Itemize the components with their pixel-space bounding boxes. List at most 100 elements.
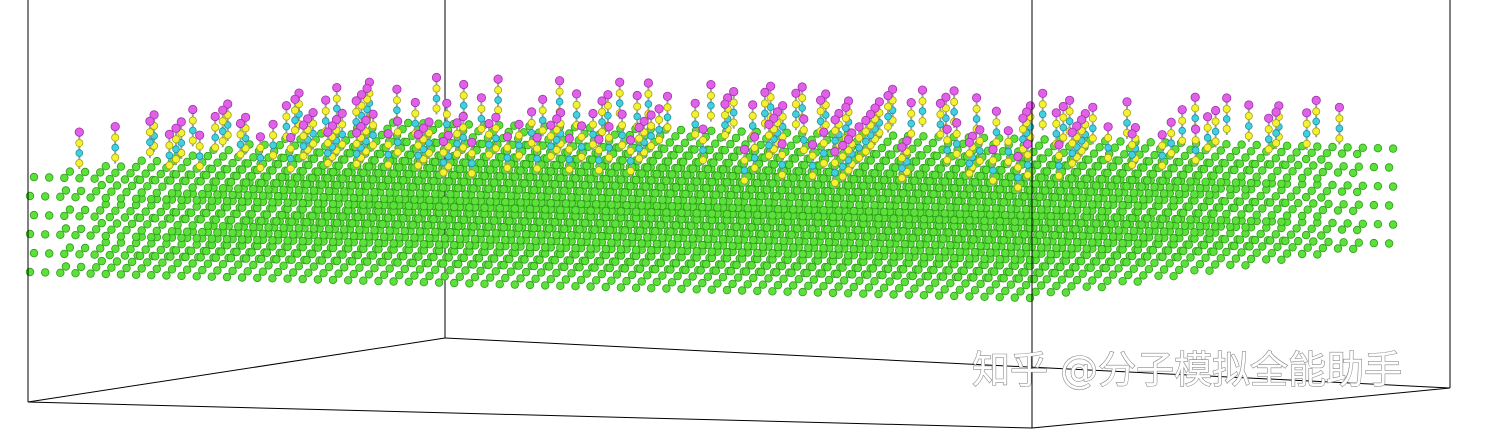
atom [213,190,222,199]
atom [711,266,720,275]
atom [1046,249,1055,259]
atom [323,250,332,259]
atom [952,149,961,158]
atom [841,102,851,112]
atom [279,223,288,232]
atom [612,270,622,279]
atom [758,242,768,251]
atom [677,284,686,294]
atom [369,121,378,130]
atom [308,173,317,183]
atom [865,109,876,119]
atom [819,282,828,291]
atom [667,170,677,179]
atom [228,228,237,238]
atom [855,144,863,152]
atom [942,124,952,134]
atom [533,154,541,163]
atom [770,160,779,169]
atom [673,164,682,173]
atom [611,181,620,190]
atom [332,256,342,266]
atom [533,164,542,173]
atom [698,240,707,250]
atom [192,272,201,281]
atom [779,236,788,245]
atom [516,198,525,207]
atom [411,119,420,128]
atom [459,177,468,187]
atom [980,184,989,194]
atom [1088,114,1097,123]
atom [1067,244,1076,253]
atom [655,115,664,124]
atom [550,218,559,227]
atom [1178,246,1188,256]
atom [605,133,614,142]
atom [309,154,319,163]
atom [1035,268,1044,278]
atom [1199,202,1209,212]
atom [490,254,499,263]
atom [965,184,974,193]
atom [299,132,308,141]
atom [1195,221,1205,231]
atom [237,273,247,282]
atom [450,278,459,288]
atom [1046,211,1055,221]
atom [91,187,101,196]
atom [671,183,681,192]
atom [779,198,788,207]
atom [798,104,806,112]
atom [141,245,150,254]
atom [819,243,828,253]
atom [1210,184,1220,193]
atom [1056,262,1065,272]
atom [477,115,486,123]
atom [319,192,328,202]
atom [1303,167,1312,176]
atom [1226,222,1235,232]
atom [324,224,334,234]
atom [703,196,713,205]
atom [1388,220,1398,229]
atom [494,86,503,95]
atom [597,96,607,106]
atom [1222,209,1231,219]
atom [995,293,1004,302]
atom [1078,231,1087,240]
atom [122,225,131,235]
atom [1244,131,1253,140]
atom [799,114,809,124]
atom [972,104,981,113]
atom [1072,199,1082,209]
atom [321,95,331,105]
atom [965,159,974,168]
atom [713,241,722,250]
atom [97,218,106,228]
atom [897,142,907,152]
atom [545,262,554,271]
atom [1354,162,1363,171]
atom [486,197,495,206]
atom [1201,253,1210,262]
atom [698,124,708,134]
atom [1267,210,1276,220]
atom [1061,180,1071,189]
atom [682,240,692,249]
atom [186,170,196,179]
atom [1046,288,1055,297]
atom [527,118,536,127]
atom [604,111,612,120]
atom [122,187,131,197]
atom [1261,217,1271,226]
atom [918,97,927,106]
atom [1086,187,1095,196]
atom [1388,144,1398,153]
atom [264,185,273,194]
atom [1143,176,1152,185]
atom [1222,115,1231,123]
atom [546,275,555,284]
atom [1214,203,1224,212]
atom [984,273,993,283]
